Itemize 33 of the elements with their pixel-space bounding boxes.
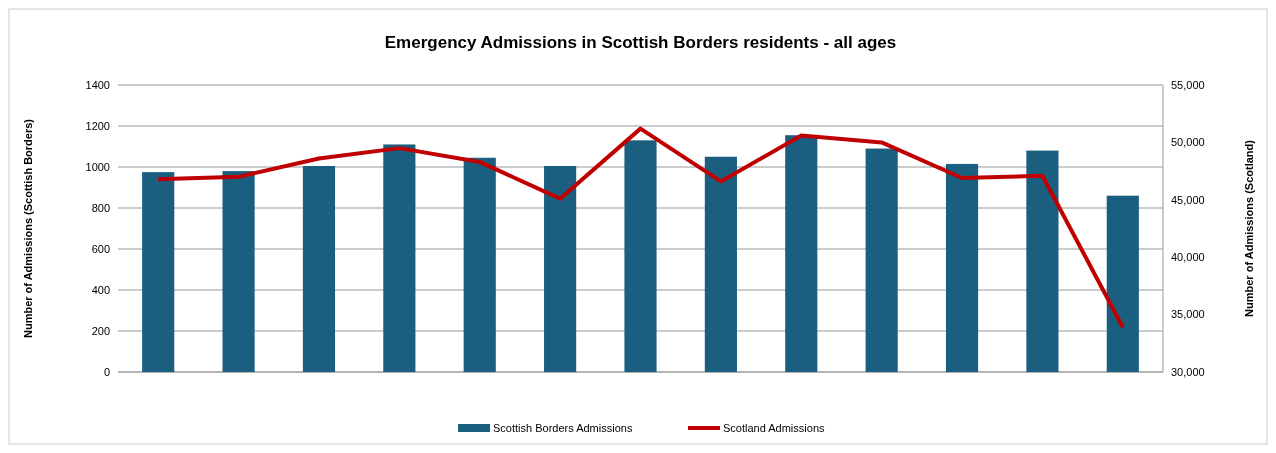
y-tick-label: 0 — [103, 365, 110, 378]
bar — [704, 156, 737, 372]
y-tick-label: 1400 — [85, 78, 110, 91]
bar — [865, 148, 898, 372]
chart-title: Emergency Admissions in Scottish Borders residents - all ages — [384, 33, 897, 52]
bar — [302, 165, 336, 372]
y-tick-label: 1200 — [85, 119, 110, 132]
line-series — [156, 126, 1125, 330]
bar — [222, 171, 255, 372]
bar — [945, 163, 979, 372]
y2-tick-label: 35,000 — [1171, 308, 1205, 321]
legend-label: Scottish Borders Admissions — [493, 421, 633, 434]
y-tick-label: 200 — [91, 324, 110, 337]
bar — [463, 157, 496, 372]
y2-axis-title: Number of Admissions (Scotland) — [1243, 139, 1255, 317]
bar — [383, 144, 416, 372]
bar — [624, 140, 657, 372]
bar — [785, 135, 818, 372]
bar — [1026, 150, 1059, 372]
legend-label: Scotland Admissions — [723, 421, 825, 434]
y2-tick-label: 55,000 — [1171, 78, 1205, 91]
y2-tick-label: 30,000 — [1171, 365, 1205, 378]
y-tick-label: 1000 — [85, 160, 110, 173]
bar — [1106, 195, 1139, 372]
y-tick-label: 400 — [91, 283, 110, 296]
y-axis-title: Number of Admissions (Scottish Borders) — [22, 118, 34, 339]
y-tick-label: 600 — [91, 242, 110, 255]
y2-tick-label: 50,000 — [1171, 136, 1205, 149]
bar — [142, 172, 175, 372]
y-tick-label: 800 — [91, 201, 110, 214]
y2-tick-label: 45,000 — [1171, 193, 1205, 206]
bar — [544, 165, 577, 372]
y2-tick-label: 40,000 — [1171, 251, 1205, 264]
